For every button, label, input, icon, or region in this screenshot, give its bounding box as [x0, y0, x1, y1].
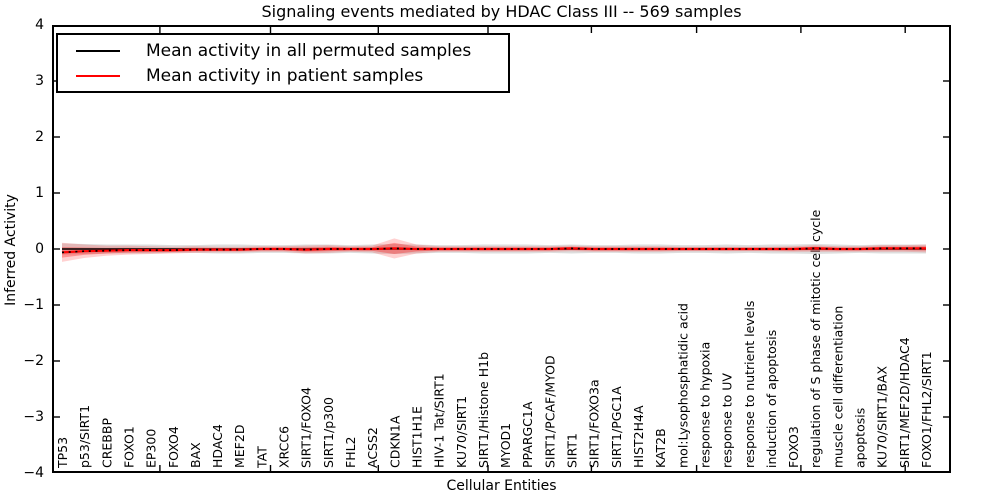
x-tick-label: SIRT1/p300 — [321, 397, 336, 468]
x-tick-label: SIRT1/Histone H1b — [476, 352, 491, 468]
y-tick-label: 3 — [35, 73, 44, 89]
x-tick-label: TAT — [254, 446, 269, 469]
y-tick-label: −2 — [23, 353, 44, 369]
x-tick-label: HIST2H4A — [631, 405, 646, 468]
x-tick-label: apoptosis — [853, 408, 868, 468]
x-tick-label: induction of apoptosis — [764, 330, 779, 468]
x-tick-label: SIRT1/FOXO4 — [299, 387, 314, 468]
legend-line-patient-swatch — [76, 74, 120, 77]
y-tick-label: 4 — [35, 17, 44, 33]
x-tick-label: response to nutrient levels — [742, 301, 757, 468]
x-tick-label: HDAC4 — [210, 424, 225, 468]
chart-title: Signaling events mediated by HDAC Class … — [261, 2, 742, 21]
x-tick-label: CREBBP — [99, 418, 114, 468]
legend-line-permuted-swatch — [76, 49, 120, 52]
x-tick-label: HIV-1 Tat/SIRT1 — [432, 373, 447, 468]
x-tick-label: SIRT1/PCAF/MYOD — [542, 355, 557, 468]
x-tick-label: PPARGC1A — [520, 401, 535, 468]
plot-area: TP53 p53/SIRT1 CREBBP FOXO1 EP300 FOXO4 BAX HDA… — [52, 25, 951, 473]
y-tick-label: 1 — [35, 185, 44, 201]
x-tick-label: KU70/SIRT1/BAX — [875, 366, 890, 468]
x-tick-label: FHL2 — [343, 436, 358, 468]
x-tick-label: KAT2B — [653, 428, 668, 468]
x-tick-label: MEF2D — [232, 425, 247, 468]
legend: Mean activity in all permuted samples Me… — [56, 33, 510, 93]
patient-band-inner — [62, 242, 926, 258]
y-tick-label: −3 — [23, 409, 44, 425]
patient-mean-line — [61, 247, 926, 254]
y-tick-label: 2 — [35, 129, 44, 145]
x-tick-label: FOXO4 — [166, 426, 181, 468]
x-tick-label: ACSS2 — [365, 427, 380, 468]
x-tick-label: response to hypoxia — [697, 342, 712, 468]
y-tick-label: 0 — [35, 241, 44, 257]
x-tick-label: muscle cell differentiation — [830, 306, 845, 468]
x-tick-label: BAX — [188, 442, 203, 468]
patient-band-outer — [62, 238, 926, 262]
x-tick-label: regulation of S phase of mitotic cell cy… — [808, 209, 823, 468]
y-tick-label: −1 — [23, 297, 44, 313]
x-tick-label: SIRT1/FOXO3a — [587, 379, 602, 468]
x-axis-label: Cellular Entities — [446, 478, 557, 494]
x-tick-label: FOXO1/FHL2/SIRT1 — [919, 351, 934, 468]
x-tick-label: CDKN1A — [387, 415, 402, 468]
x-tick-label: SIRT1/PGC1A — [609, 386, 624, 468]
x-tick-label: p53/SIRT1 — [77, 405, 92, 468]
x-tick-label: MYOD1 — [498, 423, 513, 468]
x-tick-label: FOXO3 — [786, 426, 801, 468]
x-tick-label: mol:Lysophosphatidic acid — [675, 303, 690, 468]
legend-item-permuted: Mean activity in all permuted samples — [58, 38, 508, 63]
legend-item-patient: Mean activity in patient samples — [58, 63, 508, 88]
x-tick-label: SIRT1/MEF2D/HDAC4 — [897, 337, 912, 468]
x-tick-label: XRCC6 — [277, 426, 292, 468]
x-tick-label: EP300 — [144, 429, 159, 468]
y-tick-label: −4 — [23, 465, 44, 481]
legend-label-patient: Mean activity in patient samples — [146, 65, 424, 86]
x-tick-label: KU70/SIRT1 — [454, 396, 469, 468]
x-tick-label: FOXO1 — [121, 426, 136, 468]
x-tick-label: TP53 — [55, 437, 70, 469]
x-tick-label: response to UV — [720, 373, 735, 468]
x-tick-label: HIST1H1E — [409, 406, 424, 468]
legend-label-permuted: Mean activity in all permuted samples — [146, 40, 472, 61]
axes-frame — [52, 25, 951, 473]
x-tick-label: SIRT1 — [565, 433, 580, 468]
